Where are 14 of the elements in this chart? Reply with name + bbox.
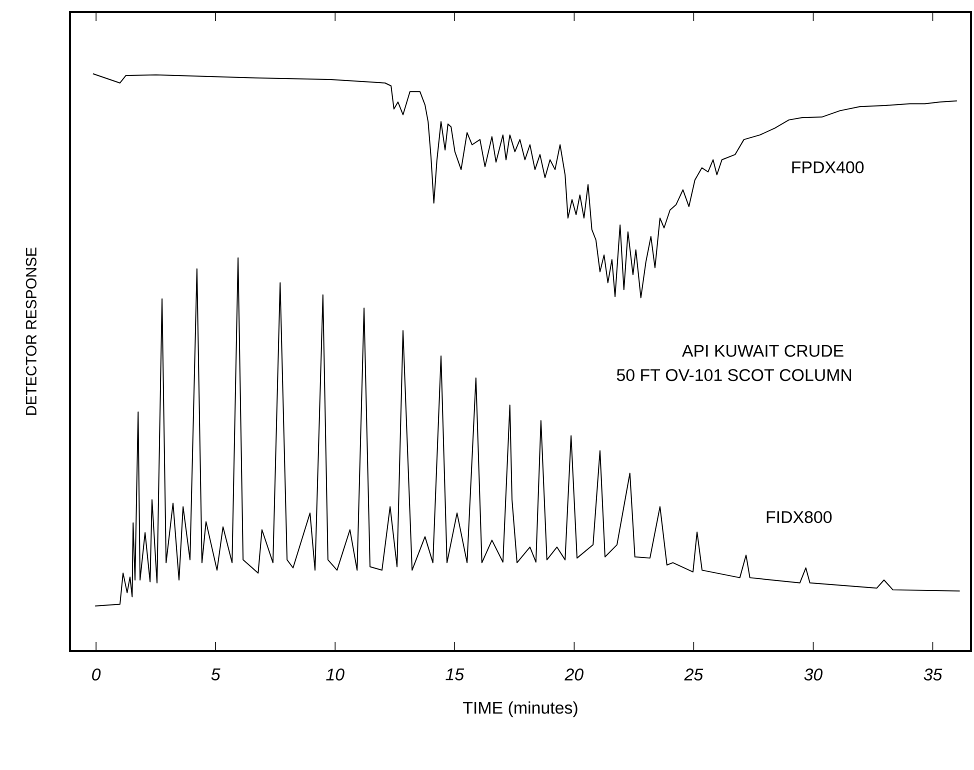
annotation: API KUWAIT CRUDE [682, 344, 844, 357]
x-tick-label: 10 [326, 668, 344, 681]
x-tick-label: 5 [211, 668, 220, 680]
x-tick-label: 25 [684, 668, 704, 681]
y-axis-title: DETECTOR RESPONSE [26, 248, 36, 415]
x-tick-label: 0 [92, 668, 101, 681]
x-tick-label: 20 [564, 668, 584, 681]
x-tick-label: 15 [446, 668, 464, 680]
x-tick-label: 30 [804, 668, 823, 681]
x-axis-title: TIME (minutes) [463, 701, 578, 718]
text: FIDX800 [766, 511, 832, 524]
annotation: 50 FT OV-101 SCOT COLUMN [616, 369, 852, 382]
text: FPDX400 [792, 161, 864, 174]
x-tick-label: 35 [924, 668, 942, 681]
